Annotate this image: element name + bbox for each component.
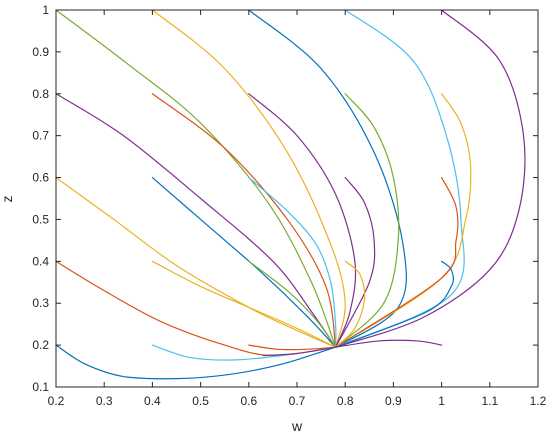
trajectory-line-11: [151, 93, 337, 348]
ticks-layer: 0.2 0.3 0.4 0.5 0.6 0.7 0.8 0.9 1 1.1 1.20.10.20.3…: [32, 3, 546, 408]
trajectory-line-3: [55, 176, 337, 348]
trajectory-line-25: [334, 339, 443, 348]
trajectory-line-18: [151, 260, 337, 348]
x-tick-label: 0.6: [240, 394, 257, 408]
x-axis-label: w: [291, 418, 303, 434]
y-axis-label: z: [0, 196, 15, 203]
y-tick-label: 1: [42, 3, 49, 17]
x-tick-label: 1.2: [530, 394, 547, 408]
trajectory-line-5: [55, 9, 337, 348]
trajectory-line-15: [248, 176, 337, 348]
y-tick-label: 0.6: [32, 171, 49, 185]
plot-area: [56, 10, 538, 387]
trajectory-line-14: [334, 93, 472, 348]
trajectory-line-1: [55, 344, 337, 380]
trajectory-line-26: [262, 346, 337, 357]
x-tick-label: 1.1: [481, 394, 498, 408]
y-tick-label: 0.2: [32, 338, 49, 352]
trajectory-line-9: [334, 9, 526, 348]
trajectory-line-10: [151, 176, 337, 348]
trajectory-line-6: [151, 9, 346, 348]
y-tick-label: 0.5: [32, 212, 49, 226]
y-tick-label: 0.1: [32, 380, 49, 394]
x-tick-label: 0.9: [385, 394, 402, 408]
x-tick-label: 0.2: [48, 394, 65, 408]
x-tick-label: 0.7: [289, 394, 306, 408]
x-tick-label: 0.3: [96, 394, 113, 408]
y-tick-label: 0.7: [32, 129, 49, 143]
y-tick-label: 0.9: [32, 45, 49, 59]
trajectory-line-12: [248, 93, 357, 348]
y-tick-label: 0.8: [32, 87, 49, 101]
x-tick-label: 0.5: [192, 394, 209, 408]
trajectory-line-16: [334, 176, 376, 348]
trajectory-line-13: [334, 93, 400, 348]
trajectory-line-4: [55, 93, 337, 348]
series-layer: [55, 9, 526, 380]
trajectory-line-8: [334, 9, 465, 348]
y-tick-label: 0.4: [32, 254, 49, 268]
x-tick-label: 0.4: [144, 394, 161, 408]
trajectory-line-20: [334, 260, 366, 348]
x-tick-label: 0.8: [337, 394, 354, 408]
x-tick-label: 1: [438, 394, 445, 408]
trajectory-line-17: [334, 176, 459, 348]
y-tick-label: 0.3: [32, 296, 49, 310]
trajectory-line-23: [248, 344, 337, 351]
trajectory-line-21: [334, 260, 455, 348]
trajectory-line-19: [248, 260, 337, 348]
